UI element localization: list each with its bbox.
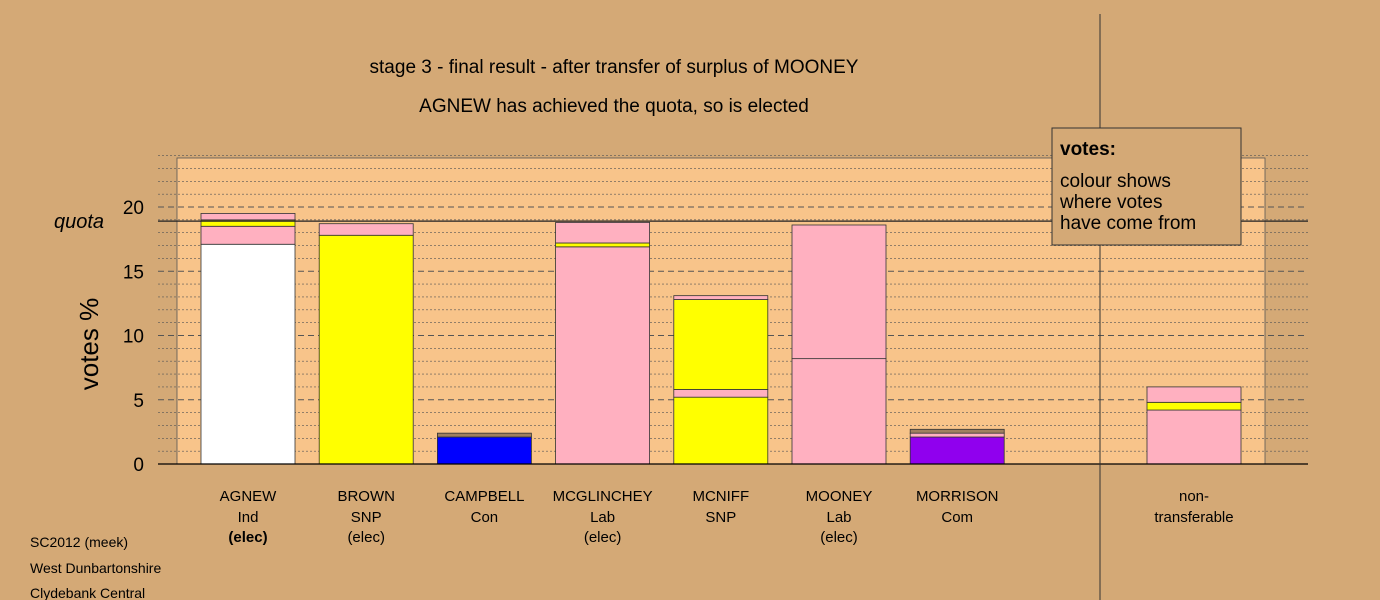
bars — [200, 213, 1242, 465]
candidate-name-mcniff: MCNIFF — [692, 488, 749, 505]
legend-title: votes: — [1060, 139, 1116, 160]
footer-line-2: West Dunbartonshire — [30, 560, 161, 576]
bar-brown-segment — [318, 234, 414, 465]
candidate-party-morrison: Com — [941, 509, 973, 526]
y-tick-label: 10 — [123, 327, 144, 348]
candidate-party-agnew: Ind — [238, 509, 259, 526]
legend: votes: colour shows where votes have com… — [1051, 127, 1242, 246]
legend-box — [1051, 127, 1242, 246]
legend-line-1: colour shows — [1060, 171, 1171, 192]
candidate-name-campbell: CAMPBELL — [444, 488, 524, 505]
candidate-party-campbell: Con — [471, 509, 499, 526]
y-tick-label: 5 — [133, 391, 144, 412]
chart-title: stage 3 - final result - after transfer … — [370, 57, 859, 78]
chart-subtitle: AGNEW has achieved the quota, so is elec… — [419, 96, 809, 117]
nontransferable-label-2: transferable — [1154, 509, 1233, 526]
bar-mcglinchey-segment — [555, 222, 650, 244]
footer-line-1: SC2012 (meek) — [30, 534, 128, 550]
candidate-name-agnew: AGNEW — [220, 488, 278, 505]
candidate-party-mcniff: SNP — [705, 509, 736, 526]
quota-label: quota — [54, 211, 104, 233]
bar-nontransferable-segment — [1146, 401, 1242, 411]
y-axis-ticks: 0 5 10 15 20 — [123, 198, 144, 476]
candidate-status-mcglinchey: (elec) — [584, 529, 622, 546]
bar-campbell-segment — [436, 432, 532, 438]
candidate-name-mooney: MOONEY — [806, 488, 873, 505]
candidate-status-brown: (elec) — [347, 529, 385, 546]
candidate-party-brown: SNP — [351, 509, 382, 526]
bar-morrison-segment — [909, 436, 1005, 465]
bar-campbell-segment — [436, 436, 532, 465]
bar-mcniff-segment — [673, 396, 769, 465]
bar-mcglinchey-segment — [555, 246, 650, 465]
bar-mooney-segment — [791, 358, 887, 465]
nontransferable-label-1: non- — [1179, 488, 1209, 505]
y-tick-label: 0 — [133, 455, 144, 476]
bar-mcglinchey-segment — [555, 242, 650, 248]
bar-mcniff-segment — [673, 295, 769, 300]
bar-agnew-segment — [200, 213, 296, 221]
bar-morrison-segment — [909, 432, 1005, 438]
bar-nontransferable-segment — [1146, 409, 1242, 465]
candidate-name-mcglinchey: MCGLINCHEY — [553, 488, 653, 505]
candidate-status-agnew: (elec) — [228, 529, 267, 546]
legend-line-3: have come from — [1060, 213, 1196, 234]
footer-line-3: Clydebank Central — [30, 585, 145, 600]
y-tick-label: 15 — [123, 262, 144, 283]
x-axis-labels: AGNEW Ind (elec) BROWN SNP (elec) CAMPBELL Con M… — [220, 488, 1234, 546]
candidate-name-morrison: MORRISON — [916, 488, 999, 505]
candidate-status-mooney: (elec) — [820, 529, 858, 546]
bar-mcniff-segment — [673, 299, 769, 390]
bar-brown-segment — [318, 223, 414, 236]
bar-mooney-segment — [791, 224, 887, 360]
bar-nontransferable-segment — [1146, 386, 1242, 403]
bar-mcniff-segment — [673, 389, 769, 398]
candidate-name-brown: BROWN — [337, 488, 395, 505]
bar-morrison-segment — [909, 428, 1005, 434]
bar-agnew-segment — [200, 243, 296, 465]
legend-line-2: where votes — [1059, 192, 1162, 213]
candidate-party-mcglinchey: Lab — [590, 509, 615, 526]
y-axis-label: votes % — [74, 298, 104, 391]
y-tick-label: 20 — [123, 198, 144, 219]
candidate-party-mooney: Lab — [826, 509, 851, 526]
bar-agnew-segment — [200, 225, 296, 245]
